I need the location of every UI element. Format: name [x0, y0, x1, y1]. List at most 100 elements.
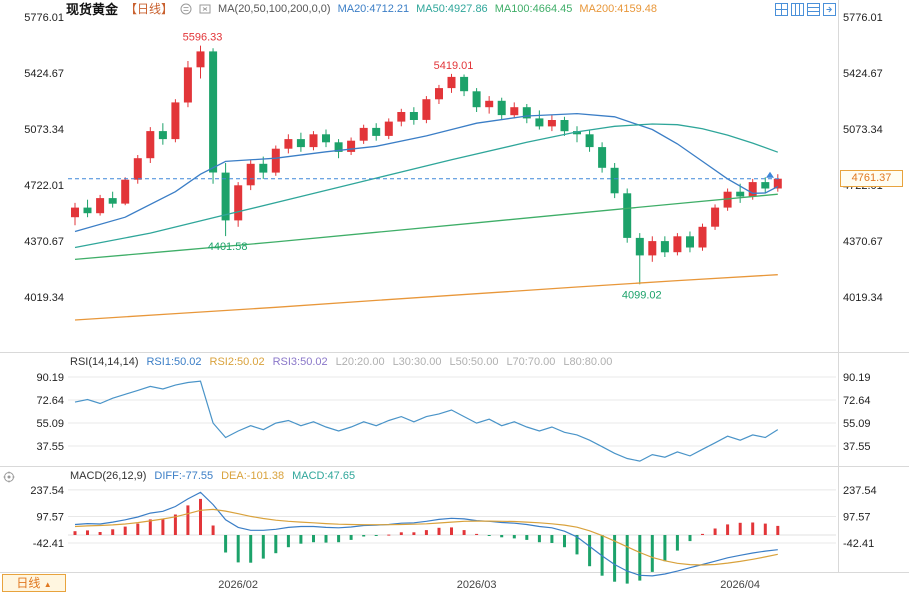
rsi-legend: RSI(14,14,14) RSI1:50.02 RSI2:50.02 RSI3… [70, 356, 612, 368]
rsi-line [74, 380, 779, 462]
candle-body [761, 182, 770, 189]
candle-body [196, 51, 205, 68]
layout-rows-icon[interactable] [807, 3, 820, 16]
layout-columns-icon[interactable] [791, 3, 804, 16]
rsi1-value: RSI1:50.02 [146, 356, 202, 368]
macd-bar [525, 535, 529, 540]
candle-body [573, 131, 581, 135]
candle-body [460, 76, 469, 92]
expand-right-icon[interactable] [823, 3, 836, 16]
macd-bar [613, 535, 617, 582]
macd-bar [387, 534, 391, 536]
candle-body [96, 198, 105, 214]
layout-toolbar [775, 3, 836, 16]
macd-legend: MACD(26,12,9) DIFF:-77.55 DEA:-101.38 MA… [70, 470, 355, 482]
candle-body [121, 179, 130, 204]
candle-body [422, 99, 431, 120]
candle-body [547, 120, 556, 127]
axis-label: 97.57 [843, 511, 871, 523]
macd-bar [726, 524, 730, 535]
rsi2-value: RSI2:50.02 [209, 356, 265, 368]
macd-bar [663, 535, 667, 562]
macd-bar [173, 514, 177, 535]
candle-body [271, 148, 280, 173]
macd-bar [588, 535, 592, 567]
macd-bar [500, 535, 504, 538]
macd-bar [324, 535, 328, 543]
macd-bar [675, 535, 679, 551]
chart-header: 现货黄金 【日线】 MA(20,50,100,200,0,0) MA20:471… [66, 0, 657, 17]
candle-body [447, 76, 456, 89]
candle-body [748, 182, 757, 197]
candle-body [296, 139, 305, 148]
diff-value: DIFF:-77.55 [154, 470, 214, 482]
candle-body [209, 51, 218, 173]
candle-body [246, 163, 255, 186]
macd-bar [136, 523, 140, 535]
macd-bar [286, 535, 290, 548]
ma100-line [74, 193, 778, 261]
macd-bar [537, 535, 541, 543]
macd-bar [738, 522, 742, 535]
macd-bar [199, 498, 202, 535]
axis-label: 90.19 [36, 372, 64, 384]
ma100-legend: MA100:4664.45 [494, 2, 573, 15]
macd-label[interactable]: MACD(26,12,9) [70, 470, 147, 482]
candle-body [610, 167, 619, 194]
macd-bar [650, 535, 654, 572]
candle-body [309, 134, 318, 148]
macd-bar [236, 535, 240, 563]
layout-grid-icon[interactable] [775, 3, 788, 16]
candle-body [234, 185, 243, 221]
price-extreme-annotation: 4099.02 [622, 289, 662, 301]
macd-bar [625, 535, 629, 584]
axis-label: 4722.01 [24, 180, 64, 192]
candle-body [635, 237, 644, 256]
chart-settings-icon[interactable] [180, 3, 192, 15]
axis-label: 72.64 [36, 395, 64, 407]
candle-body [497, 100, 506, 116]
candle-body [409, 112, 418, 120]
rsi-label[interactable]: RSI(14,14,14) [70, 356, 139, 368]
ma-group-label[interactable]: MA(20,50,100,200,0,0) [218, 2, 331, 15]
macd-bar [575, 535, 579, 555]
rsi-l70-value: L70:70.00 [506, 356, 556, 368]
candle-body [435, 88, 443, 100]
candle-body [522, 107, 531, 119]
macd-bar [638, 535, 642, 581]
period-tag[interactable]: 【日线】 [125, 2, 174, 16]
indicator-settings-icon[interactable] [3, 470, 15, 488]
axis-label: 90.19 [843, 372, 871, 384]
macd-bar [86, 530, 89, 535]
axis-label: 72.64 [843, 395, 871, 407]
price-extreme-annotation: 5419.01 [434, 60, 474, 72]
axis-label: 237.54 [843, 485, 877, 497]
period-selector-button[interactable]: 日线 ▲ [2, 574, 66, 592]
macd-value: MACD:47.65 [292, 470, 356, 482]
axis-label: 5776.01 [24, 12, 64, 24]
macd-bar [161, 519, 165, 535]
indicator-tag-icon[interactable] [199, 3, 211, 15]
period-button-label: 日线 [16, 576, 41, 590]
macd-bar [763, 523, 767, 535]
candle-body [372, 127, 381, 136]
candle-body [485, 100, 494, 108]
macd-bar [776, 525, 780, 535]
axis-label: 4370.67 [24, 236, 64, 248]
ma50-legend: MA50:4927.86 [416, 2, 488, 15]
ma20-legend: MA20:4712.21 [337, 2, 410, 15]
macd-histogram [73, 498, 780, 584]
chevron-up-icon: ▲ [43, 580, 52, 589]
axis-label: 4370.67 [843, 236, 883, 248]
axis-label: 2026/03 [457, 579, 497, 591]
candle-body [472, 91, 481, 108]
candle-body [648, 241, 657, 256]
candle-body [334, 142, 343, 152]
candle-body [698, 226, 707, 248]
candle-body [585, 134, 594, 148]
axis-label: 5424.67 [24, 68, 64, 80]
axis-label: 5073.34 [843, 124, 883, 136]
candlestick-series [71, 45, 782, 285]
